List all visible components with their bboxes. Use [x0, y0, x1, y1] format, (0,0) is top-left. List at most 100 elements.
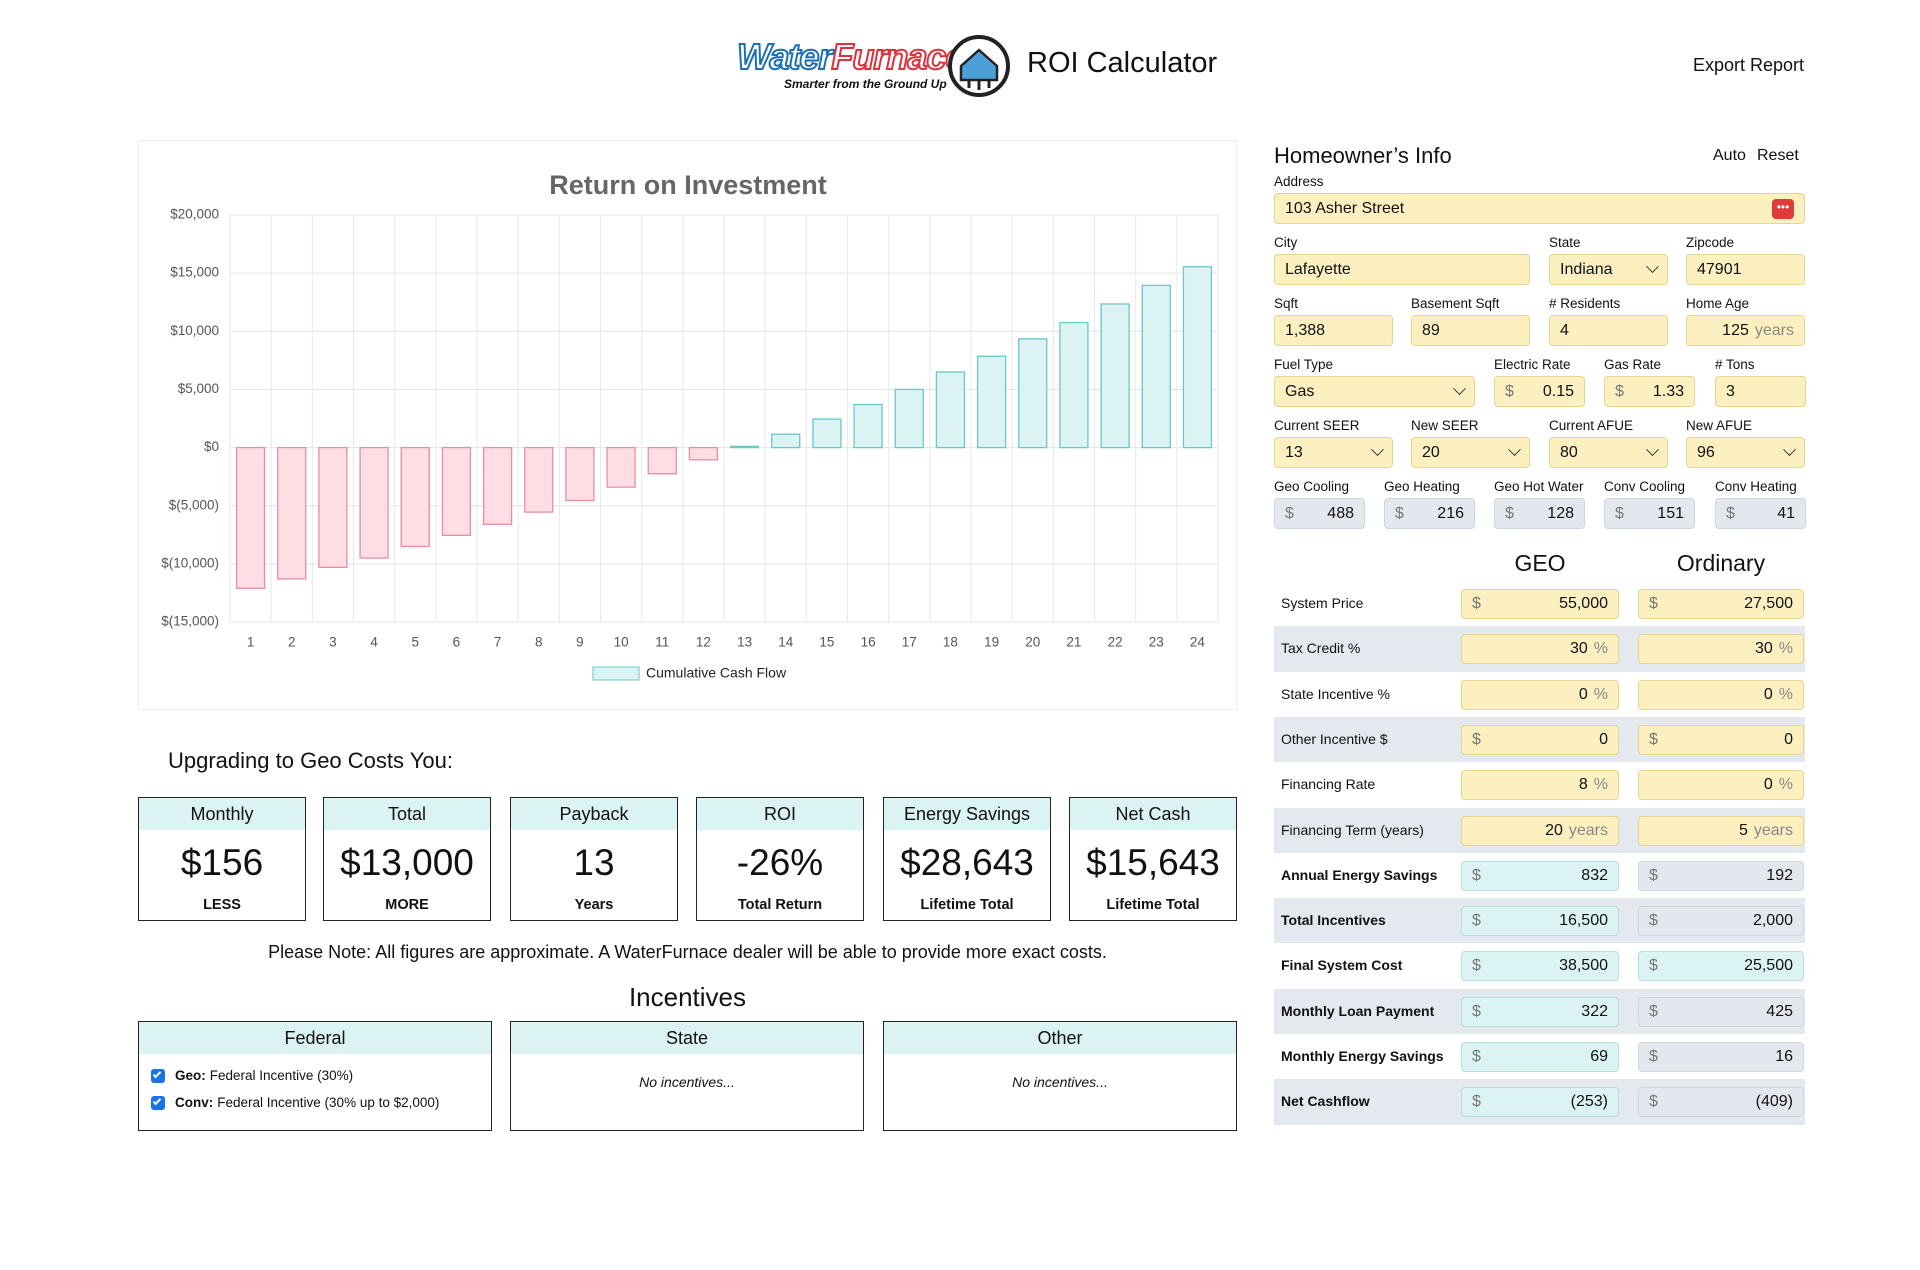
input-prefix: $ [1649, 1093, 1658, 1111]
table-input[interactable]: $16,500 [1461, 906, 1619, 937]
input-field[interactable]: $488 [1274, 498, 1365, 529]
summary-card: Total $13,000 MORE [323, 797, 491, 921]
table-input[interactable]: 8% [1461, 770, 1619, 801]
table-input[interactable]: $192 [1638, 860, 1804, 891]
input-field[interactable]: Gas [1274, 376, 1475, 407]
table-input[interactable]: $ (409) [1638, 1087, 1804, 1118]
input-field[interactable]: $1.33 [1604, 376, 1695, 407]
input-field[interactable]: $128 [1494, 498, 1585, 529]
input-field[interactable]: 103 Asher Street ••• [1274, 193, 1805, 224]
input-suffix: % [1593, 776, 1608, 794]
input-prefix: $ [1726, 504, 1735, 522]
x-tick-label: 17 [902, 635, 917, 650]
table-input[interactable]: 0% [1638, 679, 1804, 710]
table-input[interactable]: $16 [1638, 1042, 1804, 1072]
input-value: 27,500 [1744, 595, 1793, 612]
box-title: State [511, 1022, 863, 1054]
reset-button[interactable]: Reset [1757, 147, 1799, 164]
table-input[interactable]: 5 years [1638, 815, 1804, 846]
input-field[interactable]: $41 [1715, 498, 1806, 529]
field-label: Geo Cooling [1274, 479, 1350, 494]
input-field[interactable]: 47901 [1686, 254, 1805, 285]
input-field[interactable]: 1,388 [1274, 315, 1393, 346]
input-value: 0.15 [1542, 382, 1574, 400]
card-title: Total [324, 798, 490, 830]
row-label: Financing Rate [1281, 776, 1376, 793]
table-input[interactable]: 20 years [1461, 815, 1619, 846]
table-input[interactable]: $55,000 [1461, 589, 1619, 619]
input-suffix: years [1753, 821, 1793, 839]
table-input[interactable]: $27,500 [1638, 589, 1804, 619]
input-value: 38,500 [1559, 957, 1608, 975]
table-input[interactable]: 30% [1638, 634, 1804, 665]
input-field[interactable]: $151 [1604, 498, 1695, 529]
card-value: $13,000 [340, 842, 474, 883]
table-input[interactable]: $322 [1461, 996, 1619, 1027]
input-field[interactable]: 96 [1686, 437, 1805, 468]
table-input[interactable]: $832 [1461, 860, 1619, 891]
input-value: 5 [1738, 821, 1748, 839]
input-prefix: $ [1472, 1048, 1481, 1065]
incentive-item: Conv: Federal Incentive (30% up to $2,000… [151, 1095, 439, 1110]
table-input[interactable]: $69 [1461, 1042, 1619, 1072]
card-note: Total Return [737, 897, 823, 913]
field-label: Geo Heating [1384, 479, 1460, 494]
checkbox[interactable] [151, 1095, 165, 1110]
table-input[interactable]: $2,000 [1638, 906, 1804, 937]
input-field[interactable]: Lafayette [1274, 254, 1530, 285]
row-label: State Incentive % [1281, 685, 1390, 702]
row-label: Final System Cost [1281, 957, 1403, 974]
x-tick-label: 11 [655, 635, 669, 650]
input-value: Indiana [1560, 260, 1613, 278]
input-value: Gas [1285, 382, 1315, 400]
input-value: 30 [1754, 640, 1773, 658]
section-title: Upgrading to Geo Costs You: [168, 748, 453, 773]
export-report[interactable]: Export Report [1693, 55, 1805, 75]
input-field[interactable]: 4 [1549, 315, 1668, 346]
table-input[interactable]: 0% [1461, 679, 1619, 710]
row-label: Financing Term (years) [1281, 821, 1424, 838]
checkbox[interactable] [151, 1068, 165, 1083]
input-field[interactable]: Indiana [1549, 254, 1668, 285]
table-input[interactable]: $425 [1638, 996, 1804, 1027]
input-value: 4 [1560, 321, 1569, 339]
auto-button[interactable]: Auto [1713, 147, 1746, 164]
empty-note: No incentives... [639, 1074, 735, 1090]
incentive-box: State No incentives... [510, 1021, 864, 1131]
table-input[interactable]: $ (253) [1461, 1087, 1619, 1118]
bar [482, 446, 513, 525]
table-input[interactable]: $25,500 [1638, 951, 1804, 982]
table-input[interactable]: $0 [1461, 724, 1619, 755]
input-prefix: $ [1649, 957, 1658, 975]
bar [606, 446, 636, 488]
input-field[interactable]: 3 [1715, 376, 1806, 407]
input-field[interactable]: 89 [1411, 315, 1530, 346]
input-field[interactable]: $216 [1384, 498, 1475, 529]
input-field[interactable]: 125 years [1686, 315, 1805, 346]
item-name: Geo: [175, 1068, 206, 1083]
bar [1182, 266, 1213, 449]
input-field[interactable]: 13 [1274, 437, 1393, 468]
table-input[interactable]: $38,500 [1461, 951, 1619, 982]
x-tick-label: 6 [453, 635, 461, 650]
input-value: 30 [1569, 640, 1588, 658]
summary-card: Energy Savings $28,643 Lifetime Total [883, 797, 1051, 921]
table-input[interactable]: 30% [1461, 634, 1619, 665]
incentive-box: Federal Geo: Federal Incentive (30%) Conv: F… [138, 1021, 492, 1131]
input-field[interactable]: 80 [1549, 437, 1668, 468]
input-field[interactable]: $0.15 [1494, 376, 1585, 407]
legend-swatch [592, 666, 640, 681]
legend-label: Cumulative Cash Flow [646, 665, 787, 681]
bar [441, 446, 472, 537]
card-note: LESS [203, 897, 241, 913]
input-prefix: $ [1649, 1048, 1658, 1065]
x-tick-label: 14 [778, 635, 794, 650]
table-input[interactable]: $0 [1638, 724, 1804, 755]
table-input[interactable]: 0% [1638, 770, 1804, 801]
address-icon[interactable]: ••• [1772, 198, 1794, 219]
input-value: Lafayette [1285, 260, 1351, 278]
box-title: Federal [139, 1022, 491, 1054]
input-field[interactable]: 20 [1411, 437, 1530, 468]
check-mark [152, 1096, 162, 1105]
bar [1100, 303, 1130, 449]
